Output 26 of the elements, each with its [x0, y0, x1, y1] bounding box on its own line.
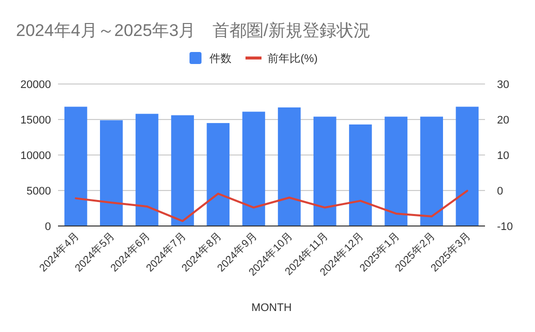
bar	[456, 106, 479, 226]
y2-tick-label: 10	[497, 150, 510, 162]
y2-tick-label: 0	[497, 186, 504, 198]
y-tick-label: 10000	[20, 150, 51, 162]
y-tick-label: 0	[44, 221, 51, 233]
y-tick-label: 15000	[20, 114, 51, 126]
bar	[136, 114, 158, 226]
bar	[242, 112, 266, 226]
bar	[278, 107, 301, 226]
y-tick-label: 20000	[20, 79, 51, 91]
bar	[420, 116, 444, 226]
chart-title: 2024年4月～2025年3月 首都圏/新規登録状況	[16, 21, 370, 40]
bar	[384, 116, 408, 226]
bar	[171, 115, 194, 226]
bar	[313, 116, 336, 226]
legend-label: 前年比(%)	[268, 52, 318, 65]
legend-label: 件数	[210, 53, 232, 65]
y2-tick-label: 20	[497, 114, 510, 126]
bar	[100, 120, 123, 226]
bar	[64, 106, 88, 226]
bar	[349, 124, 372, 226]
y2-tick-label: 30	[497, 79, 510, 91]
y-tick-label: 5000	[26, 186, 51, 198]
x-axis-title: MONTH	[251, 302, 292, 314]
bar	[206, 123, 230, 226]
y2-tick-label: -10	[497, 221, 513, 233]
